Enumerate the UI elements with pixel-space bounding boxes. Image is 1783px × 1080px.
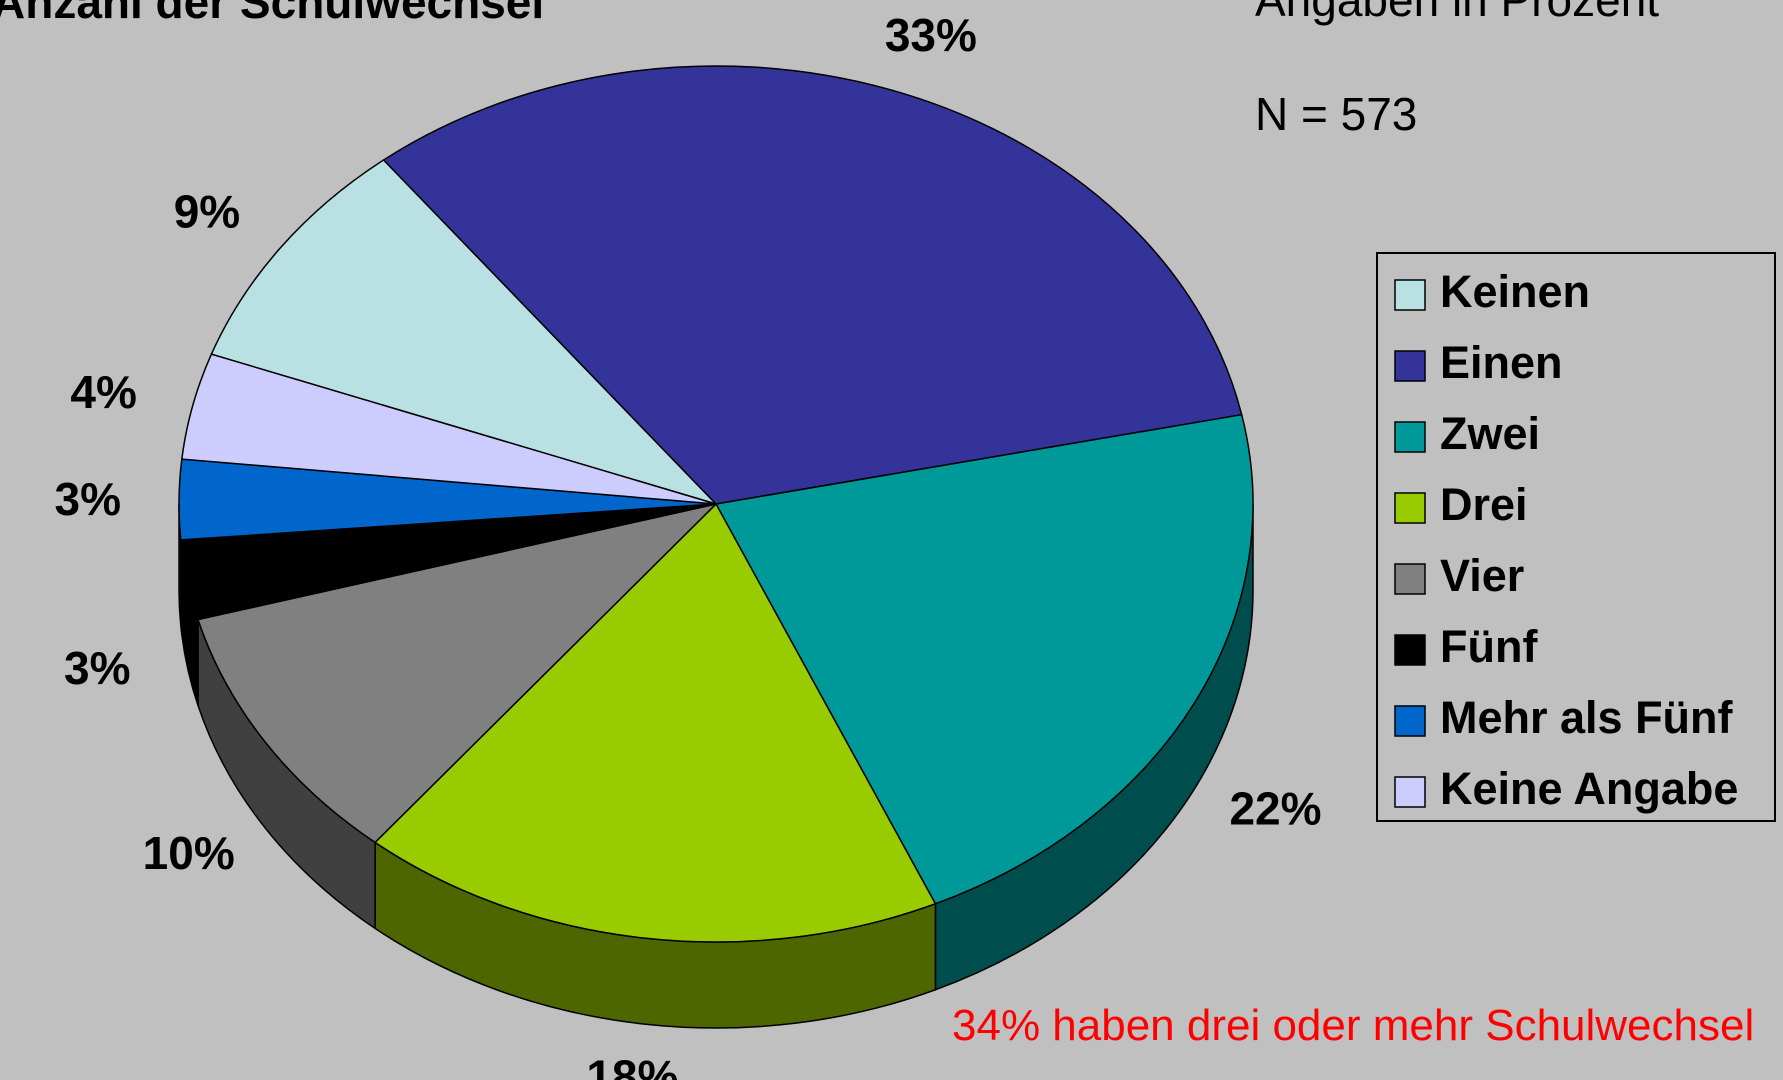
legend-swatch (1394, 492, 1426, 524)
data-label: 3% (55, 473, 121, 525)
slice (373, 502, 937, 943)
data-label: 18% (586, 1050, 678, 1080)
legend-label: Fünf (1440, 621, 1538, 672)
legend-label: Mehr als Fünf (1440, 692, 1734, 743)
legend-label: Zwei (1440, 408, 1540, 459)
legend-swatch (1394, 634, 1426, 666)
data-label: 9% (174, 185, 240, 237)
sample-size: N = 573 (1255, 88, 1417, 140)
legend-label: Keine Angabe (1440, 763, 1738, 814)
legend-label: Vier (1440, 550, 1524, 601)
annotation: 34% haben drei oder mehr Schulwechsel (952, 1001, 1754, 1050)
legend-swatch (1394, 350, 1426, 382)
slice (714, 413, 1254, 905)
legend-swatch (1394, 776, 1426, 808)
data-label: 22% (1229, 783, 1321, 835)
legend-label: Drei (1440, 479, 1528, 530)
slice (382, 65, 1243, 505)
legend-swatch (1394, 705, 1426, 737)
legend-label: Einen (1440, 337, 1563, 388)
legend-swatch (1394, 421, 1426, 453)
data-label: 3% (64, 642, 130, 694)
legend-swatch (1394, 563, 1426, 595)
legend-swatch (1394, 279, 1426, 311)
slice (197, 502, 719, 844)
data-label: 4% (70, 366, 136, 418)
slice (210, 158, 719, 506)
legend-box (1376, 252, 1776, 822)
chart-subtitle: Angaben in Prozent (1255, 0, 1659, 26)
slice (180, 353, 717, 505)
data-label: 33% (885, 9, 977, 61)
chart-title: Anzahl der Schulwechsel (0, 0, 544, 28)
data-label: 10% (143, 827, 235, 879)
legend-label: Keinen (1440, 266, 1590, 317)
